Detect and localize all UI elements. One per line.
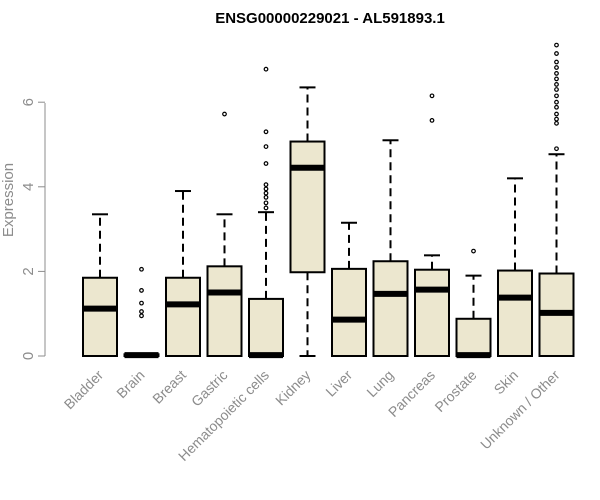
y-tick-label: 0 [20, 352, 37, 360]
outlier-point [139, 300, 144, 306]
outlier-point [471, 248, 476, 254]
box-skin [497, 177, 533, 357]
x-tick-label: Prostate [431, 367, 479, 415]
y-axis-label: Expression [0, 163, 17, 237]
outlier-point [554, 93, 559, 99]
outlier-point [263, 144, 269, 150]
box-iqr [206, 265, 243, 358]
outlier-point [263, 66, 269, 72]
outlier-point [554, 71, 559, 76]
box-iqr [82, 276, 118, 357]
x-tick-label: Liver [322, 367, 355, 400]
box-iqr [372, 260, 409, 357]
outlier-point [554, 65, 559, 70]
box-bladder [82, 213, 118, 357]
box-iqr [455, 317, 492, 357]
box-brain [123, 266, 160, 359]
outlier-point [263, 186, 269, 192]
y-axis-ticks: 0 2 4 6 [20, 98, 45, 360]
box-prostate [455, 248, 492, 359]
outlier-point [263, 194, 269, 200]
x-tick-label: Brain [113, 367, 147, 401]
x-tick-label: Unknown / Other [477, 367, 563, 453]
box-iqr [414, 268, 450, 358]
x-tick-label: Breast [149, 367, 189, 407]
outlier-point [139, 288, 144, 293]
outlier-point [222, 111, 227, 117]
outlier-point [139, 309, 144, 314]
box-iqr [165, 276, 201, 357]
outlier-point [429, 117, 435, 123]
outlier-point [554, 87, 559, 92]
box-iqr [331, 267, 367, 357]
outlier-point [554, 146, 559, 152]
box-liver [331, 221, 367, 357]
outlier-point [263, 129, 269, 135]
outlier-point [429, 93, 435, 99]
outlier-point [554, 111, 559, 117]
x-tick-label: Bladder [61, 367, 107, 413]
box-lung [372, 139, 409, 357]
y-tick-label: 4 [20, 183, 37, 191]
box-pancreas [414, 93, 450, 358]
outlier-point [554, 99, 559, 105]
box-series [82, 42, 575, 359]
chart-title: ENSG00000229021 - AL591893.1 [215, 10, 445, 27]
y-tick-label: 2 [20, 267, 37, 275]
box-iqr [289, 140, 326, 274]
outlier-point [554, 104, 559, 110]
box-breast [165, 190, 201, 357]
outlier-point [263, 161, 269, 166]
box-gastric [206, 111, 243, 358]
outlier-point [554, 59, 559, 65]
box-kidney [289, 86, 326, 357]
outlier-point [263, 190, 269, 196]
outlier-point [139, 313, 144, 319]
outlier-point [554, 51, 559, 56]
box-unknown-other [538, 42, 575, 358]
outlier-point [554, 82, 559, 87]
outlier-point [554, 116, 559, 122]
outlier-point [263, 200, 269, 206]
outlier-point [263, 182, 269, 188]
x-tick-label: Lung [363, 367, 396, 400]
outlier-point [554, 120, 559, 126]
outlier-point [554, 76, 559, 82]
box-hematopoietic-cells [248, 66, 284, 359]
outlier-point [263, 205, 269, 211]
box-iqr [497, 269, 533, 357]
box-iqr [248, 297, 284, 357]
x-tick-label: Skin [491, 367, 522, 398]
outlier-point [554, 42, 559, 48]
y-tick-label: 6 [20, 98, 37, 106]
outlier-point [139, 266, 144, 272]
x-tick-label: Kidney [272, 367, 314, 409]
